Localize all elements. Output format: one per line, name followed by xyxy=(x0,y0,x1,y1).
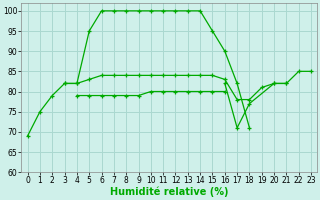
X-axis label: Humidité relative (%): Humidité relative (%) xyxy=(110,187,228,197)
